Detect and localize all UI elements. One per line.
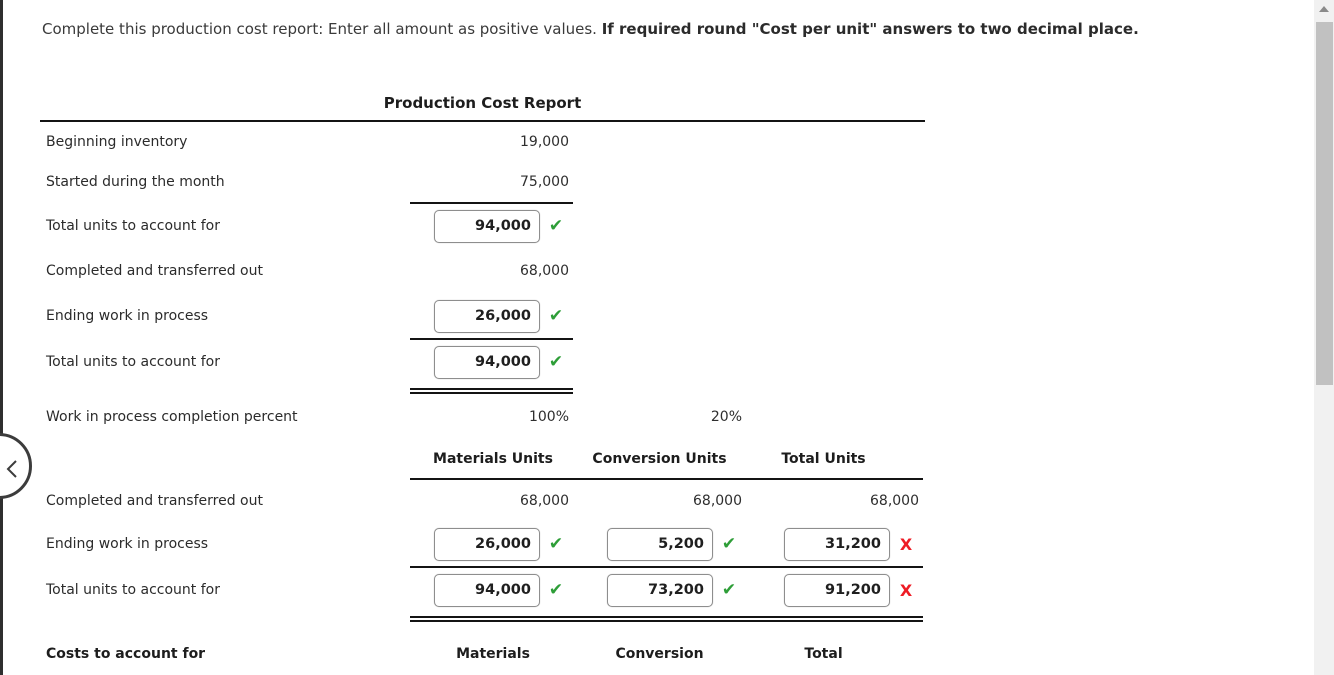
static-value: 68,000: [870, 493, 919, 509]
materials-header: Materials: [456, 646, 530, 662]
input-cell: ✔: [573, 573, 746, 607]
instruction-normal: Complete this production cost report: En…: [42, 20, 602, 38]
input-cell: X: [746, 573, 923, 607]
input-cell: X: [746, 527, 923, 561]
panel-collapse-button[interactable]: [0, 433, 32, 499]
conversion-percent: 20%: [710, 409, 742, 425]
correct-check-icon: ✔: [548, 216, 564, 236]
input-cell: ✔: [413, 527, 573, 561]
conversion-header: Conversion: [615, 646, 704, 662]
costs-section-label: Costs to account for: [46, 646, 206, 662]
eq-ending-wip-conversion-input[interactable]: [607, 527, 713, 561]
row-eq-total: Total units to account for ✔ ✔ X: [40, 568, 925, 612]
row-total-units-2: Total units to account for ✔: [40, 340, 925, 384]
materials-percent: 100%: [528, 409, 569, 425]
row-started-during-month: Started during the month 75,000: [40, 162, 925, 202]
subtotal-rule: [410, 566, 923, 568]
row-label: Total units to account for: [46, 582, 220, 598]
incorrect-x-icon: X: [899, 534, 913, 554]
eq-ending-wip-materials-input[interactable]: [434, 527, 540, 561]
subtotal-rule: [410, 338, 573, 340]
row-beginning-inventory: Beginning inventory 19,000: [40, 122, 925, 162]
correct-check-icon: ✔: [548, 352, 564, 372]
row-total-units-1: Total units to account for ✔: [40, 204, 925, 248]
row-label: Completed and transferred out: [46, 263, 263, 279]
correct-check-icon: ✔: [721, 534, 737, 554]
correct-check-icon: ✔: [721, 580, 737, 600]
scroll-up-arrow-icon: [1319, 5, 1329, 12]
header-rule: [410, 478, 923, 480]
conversion-units-header: Conversion Units: [592, 451, 727, 467]
static-value: 68,000: [520, 263, 569, 279]
materials-units-header: Materials Units: [433, 451, 553, 467]
row-label: Work in process completion percent: [46, 409, 298, 425]
static-value: 68,000: [693, 493, 742, 509]
vertical-scrollbar[interactable]: [1314, 0, 1334, 675]
row-label: Beginning inventory: [46, 134, 188, 150]
scrollbar-thumb[interactable]: [1316, 22, 1333, 385]
correct-check-icon: ✔: [548, 580, 564, 600]
instruction-text: Complete this production cost report: En…: [42, 14, 1300, 45]
eq-total-conversion-input[interactable]: [607, 573, 713, 607]
static-value: 68,000: [520, 493, 569, 509]
report-title: Production Cost Report: [383, 94, 582, 112]
title-rule: [40, 120, 925, 122]
input-cell: ✔: [573, 527, 746, 561]
left-panel-border: [0, 0, 3, 675]
total-units-to-account-for-input[interactable]: [434, 209, 540, 243]
row-label: Started during the month: [46, 174, 225, 190]
total-units-to-account-for-input-2[interactable]: [434, 345, 540, 379]
scroll-up-button[interactable]: [1314, 0, 1334, 17]
eq-total-materials-input[interactable]: [434, 573, 540, 607]
row-label: Ending work in process: [46, 308, 209, 324]
input-cell: ✔: [413, 299, 573, 333]
row-label: Total units to account for: [46, 218, 220, 234]
row-ending-wip: Ending work in process ✔: [40, 294, 925, 338]
correct-check-icon: ✔: [548, 534, 564, 554]
row-label: Completed and transferred out: [46, 493, 263, 509]
input-cell: ✔: [413, 209, 573, 243]
total-header: Total: [804, 646, 843, 662]
ending-work-in-process-input[interactable]: [434, 299, 540, 333]
input-cell: ✔: [413, 345, 573, 379]
double-rule: [410, 616, 923, 622]
static-value: 75,000: [520, 174, 569, 190]
correct-check-icon: ✔: [548, 306, 564, 326]
total-units-header: Total Units: [781, 451, 866, 467]
row-eq-ending-wip: Ending work in process ✔ ✔ X: [40, 522, 925, 566]
eq-ending-wip-total-input[interactable]: [784, 527, 890, 561]
double-rule: [410, 388, 573, 394]
subtotal-rule: [410, 202, 573, 204]
row-label: Total units to account for: [46, 354, 220, 370]
production-cost-report: Production Cost Report Beginning invento…: [40, 88, 925, 674]
row-costs-headers: Costs to account for Materials Conversio…: [40, 634, 925, 674]
instruction-bold: If required round "Cost per unit" answer…: [601, 20, 1139, 38]
incorrect-x-icon: X: [899, 580, 913, 600]
input-cell: ✔: [413, 573, 573, 607]
row-eq-headers: Materials Units Conversion Units Total U…: [40, 440, 925, 478]
eq-total-total-input[interactable]: [784, 573, 890, 607]
static-value: 19,000: [520, 134, 569, 150]
row-wip-percent: Work in process completion percent 100% …: [40, 394, 925, 440]
row-label: Ending work in process: [46, 536, 209, 552]
chevron-left-icon: [6, 460, 17, 478]
row-eq-completed: Completed and transferred out 68,000 68,…: [40, 480, 925, 522]
row-completed-transferred: Completed and transferred out 68,000: [40, 248, 925, 294]
